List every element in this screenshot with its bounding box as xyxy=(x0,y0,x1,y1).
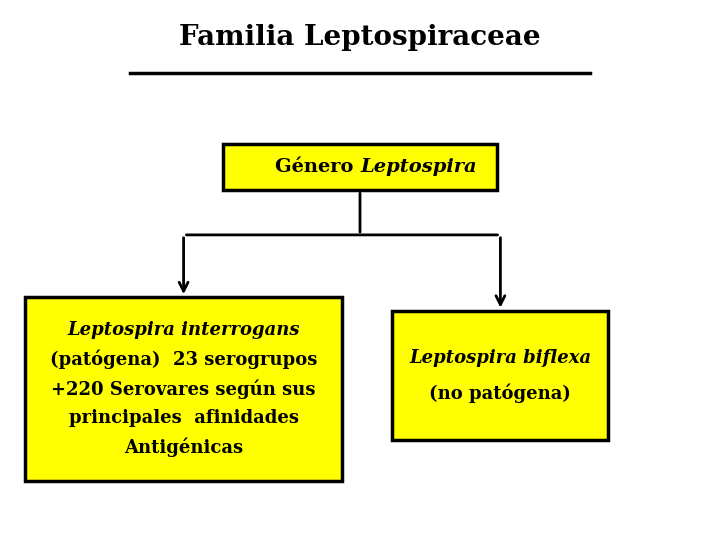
Text: +220 Serovares según sus: +220 Serovares según sus xyxy=(51,379,316,399)
Text: principales  afinidades: principales afinidades xyxy=(68,409,299,427)
FancyBboxPatch shape xyxy=(25,297,342,481)
FancyBboxPatch shape xyxy=(223,145,497,191)
Text: (no patógena): (no patógena) xyxy=(429,383,572,403)
Text: Leptospira interrogans: Leptospira interrogans xyxy=(68,321,300,340)
Text: Leptospira biflexa: Leptospira biflexa xyxy=(410,349,591,367)
Text: Género: Género xyxy=(275,158,360,177)
FancyBboxPatch shape xyxy=(392,310,608,440)
Text: (patógena)  23 serogrupos: (patógena) 23 serogrupos xyxy=(50,350,318,369)
Text: Leptospira: Leptospira xyxy=(360,158,477,177)
Text: Familia Leptospiraceae: Familia Leptospiraceae xyxy=(179,24,541,51)
Text: Antigénicas: Antigénicas xyxy=(124,437,243,457)
